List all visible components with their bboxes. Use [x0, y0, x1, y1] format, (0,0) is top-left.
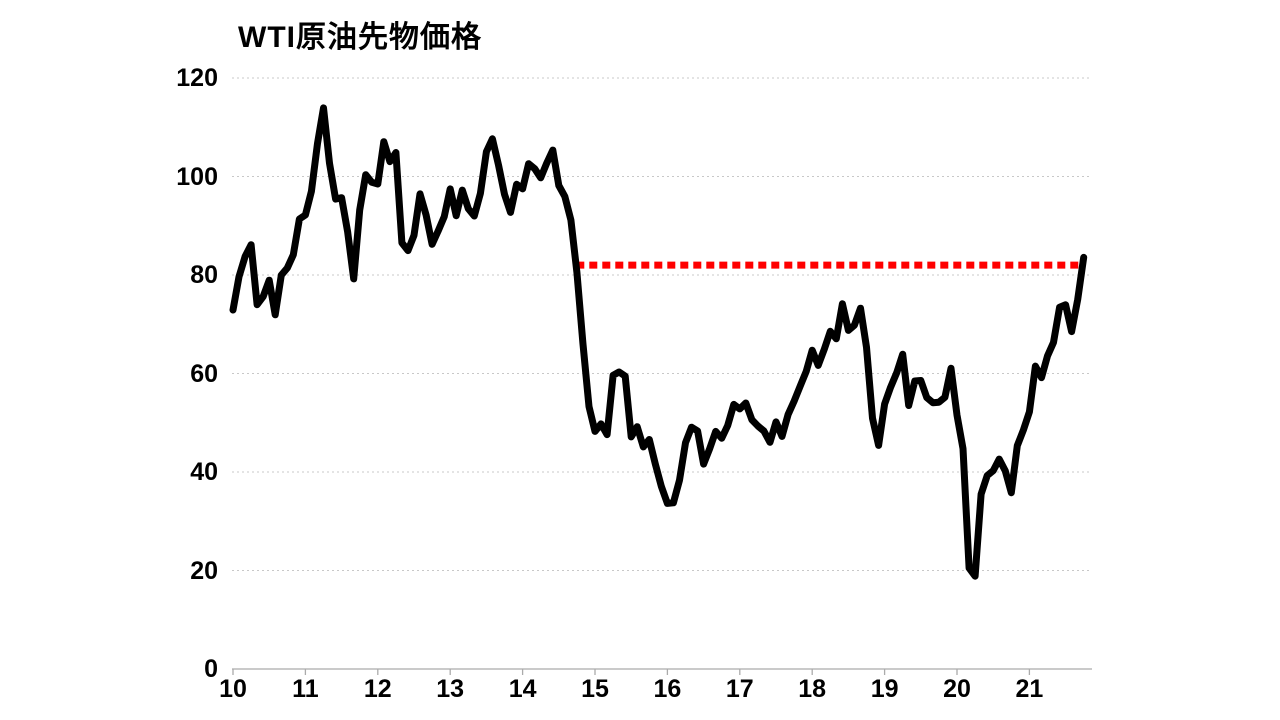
- price-line: [229, 104, 1088, 580]
- chart-title: WTI原油先物価格: [238, 21, 482, 54]
